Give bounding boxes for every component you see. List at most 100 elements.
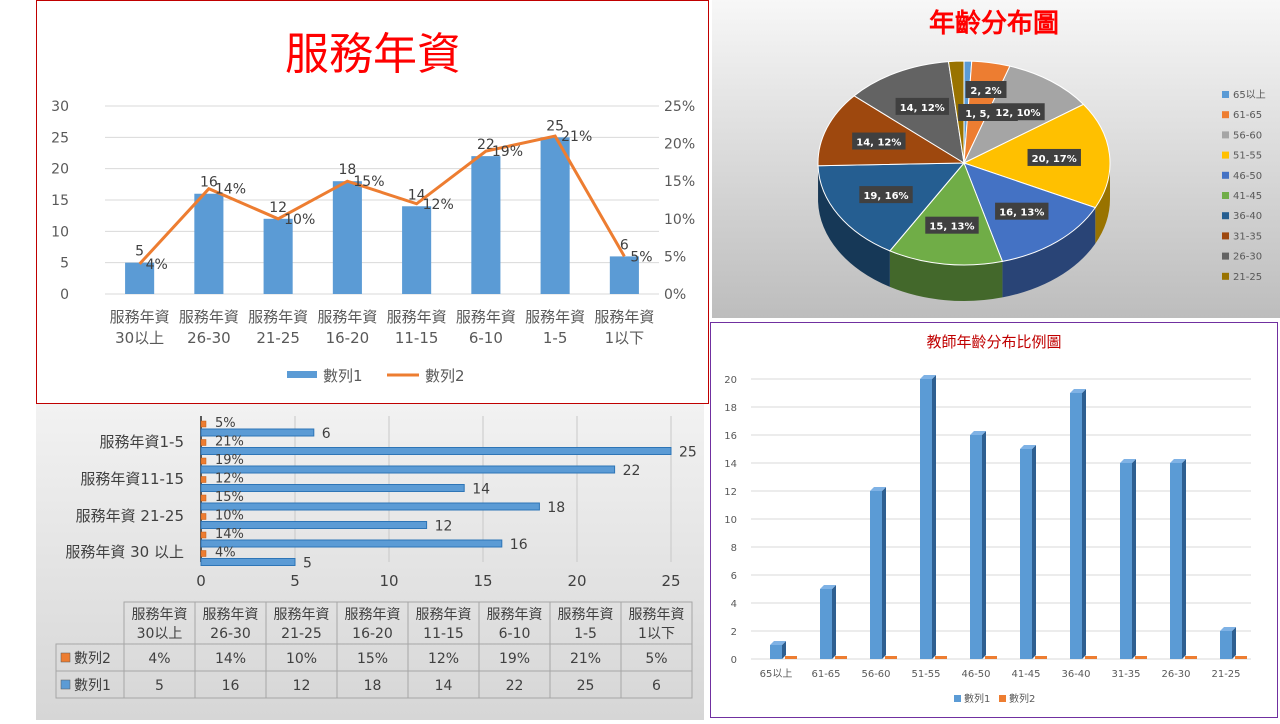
y-tick-label: 0 bbox=[731, 655, 737, 666]
table-cell-value: 12% bbox=[428, 651, 459, 667]
legend-label: 數列1 bbox=[964, 692, 990, 705]
x-tick-label: 65以上 bbox=[760, 668, 793, 680]
column-series2 bbox=[935, 656, 947, 659]
y-tick-label: 16 bbox=[724, 431, 737, 442]
line-data-label: 10% bbox=[284, 212, 315, 228]
column-series2 bbox=[1235, 656, 1247, 659]
line-data-label: 5% bbox=[630, 249, 652, 265]
bar-data-label-series1: 22 bbox=[623, 463, 641, 479]
legend-label: 數列2 bbox=[425, 367, 465, 385]
y2-tick-label: 20% bbox=[664, 137, 695, 153]
x-tick-label: 6-10 bbox=[469, 329, 503, 347]
x-tick-label: 服務年資 bbox=[387, 308, 447, 326]
table-cell-value: 4% bbox=[148, 651, 170, 667]
table-cell-value: 18 bbox=[364, 678, 382, 694]
y-tick-label: 4 bbox=[731, 599, 737, 610]
y2-tick-label: 0% bbox=[664, 287, 686, 303]
x-tick-label: 51-55 bbox=[911, 669, 940, 680]
legend-label: 61-65 bbox=[1233, 110, 1262, 121]
bar-series2 bbox=[201, 477, 206, 483]
y-tick-label: 14 bbox=[724, 459, 737, 470]
bar bbox=[471, 156, 500, 294]
pie-data-label: 2, 2% bbox=[970, 86, 1001, 97]
x-tick-label: 服務年資 bbox=[456, 308, 516, 326]
x-tick-label: 服務年資 bbox=[525, 308, 585, 326]
table-header-text: 30以上 bbox=[137, 626, 183, 642]
line-data-label: 12% bbox=[423, 197, 454, 213]
table-row-header: 數列1 bbox=[74, 678, 111, 694]
column-series2 bbox=[1185, 656, 1197, 659]
table-cell-value: 19% bbox=[499, 651, 530, 667]
bar-series2 bbox=[201, 458, 206, 464]
bar-series2 bbox=[201, 421, 206, 427]
table-cell-value: 5 bbox=[155, 678, 164, 694]
pie-data-label: 16, 13% bbox=[999, 208, 1044, 219]
y-tick-label: 18 bbox=[724, 403, 737, 414]
legend-swatch bbox=[1222, 131, 1229, 138]
table-cell-value: 14 bbox=[435, 678, 453, 694]
column-series2 bbox=[835, 656, 847, 659]
table-header-text: 服務年資 bbox=[558, 607, 614, 623]
column-side bbox=[932, 375, 936, 659]
bar bbox=[402, 206, 431, 294]
legend-swatch bbox=[287, 371, 317, 378]
table-legend-key bbox=[61, 680, 70, 689]
legend-label: 21-25 bbox=[1233, 272, 1262, 283]
table-header-text: 26-30 bbox=[210, 626, 251, 642]
legend-swatch bbox=[1222, 192, 1229, 199]
column-series1 bbox=[920, 379, 932, 659]
table-cell-value: 22 bbox=[506, 678, 524, 694]
table-header-text: 16-20 bbox=[352, 626, 393, 642]
bar-series2 bbox=[201, 514, 206, 520]
y-tick-label: 20 bbox=[51, 162, 69, 178]
column-side bbox=[832, 585, 836, 659]
table-cell-value: 5% bbox=[645, 651, 667, 667]
y-tick-label: 2 bbox=[731, 627, 737, 638]
legend-swatch bbox=[1222, 91, 1229, 98]
table-cell-value: 15% bbox=[357, 651, 388, 667]
x-tick-label: 15 bbox=[473, 572, 492, 590]
x-tick-label: 26-30 bbox=[1161, 669, 1190, 680]
table-cell-value: 16 bbox=[222, 678, 240, 694]
column-series1 bbox=[770, 645, 782, 659]
table-header-text: 21-25 bbox=[281, 626, 322, 642]
x-tick-label: 10 bbox=[379, 572, 398, 590]
y-tick-label: 服務年資 30 以上 bbox=[65, 543, 184, 561]
x-tick-label: 46-50 bbox=[961, 669, 990, 680]
column-series2 bbox=[1135, 656, 1147, 659]
legend-swatch bbox=[1222, 232, 1229, 239]
x-tick-label: 41-45 bbox=[1011, 669, 1040, 680]
y2-tick-label: 5% bbox=[664, 249, 686, 265]
column-series2 bbox=[785, 656, 797, 659]
x-tick-label: 11-15 bbox=[395, 329, 439, 347]
x-tick-label: 30以上 bbox=[115, 329, 164, 347]
y2-tick-label: 15% bbox=[664, 174, 695, 190]
column-series1 bbox=[1020, 449, 1032, 659]
column-side bbox=[1082, 389, 1086, 659]
column-series1 bbox=[1120, 463, 1132, 659]
bar-series2 bbox=[201, 440, 206, 446]
y2-tick-label: 10% bbox=[664, 212, 695, 228]
y-tick-label: 20 bbox=[724, 375, 737, 386]
table-cell-value: 10% bbox=[286, 651, 317, 667]
x-tick-label: 20 bbox=[567, 572, 586, 590]
bar-series2 bbox=[201, 551, 206, 557]
table-row-header: 數列2 bbox=[74, 651, 111, 667]
legend-swatch bbox=[1222, 273, 1229, 280]
pie-data-label: 15, 13% bbox=[929, 222, 974, 233]
column-series1 bbox=[970, 435, 982, 659]
legend-label: 41-45 bbox=[1233, 191, 1262, 202]
x-tick-label: 服務年資 bbox=[110, 308, 170, 326]
table-header-text: 服務年資 bbox=[345, 607, 401, 623]
legend-label: 26-30 bbox=[1233, 252, 1262, 263]
pie-data-label: 14, 12% bbox=[856, 138, 901, 149]
column-series1 bbox=[1170, 463, 1182, 659]
y-tick-label: 5 bbox=[60, 256, 69, 272]
legend-swatch bbox=[999, 695, 1006, 702]
line-data-label: 15% bbox=[353, 174, 384, 190]
